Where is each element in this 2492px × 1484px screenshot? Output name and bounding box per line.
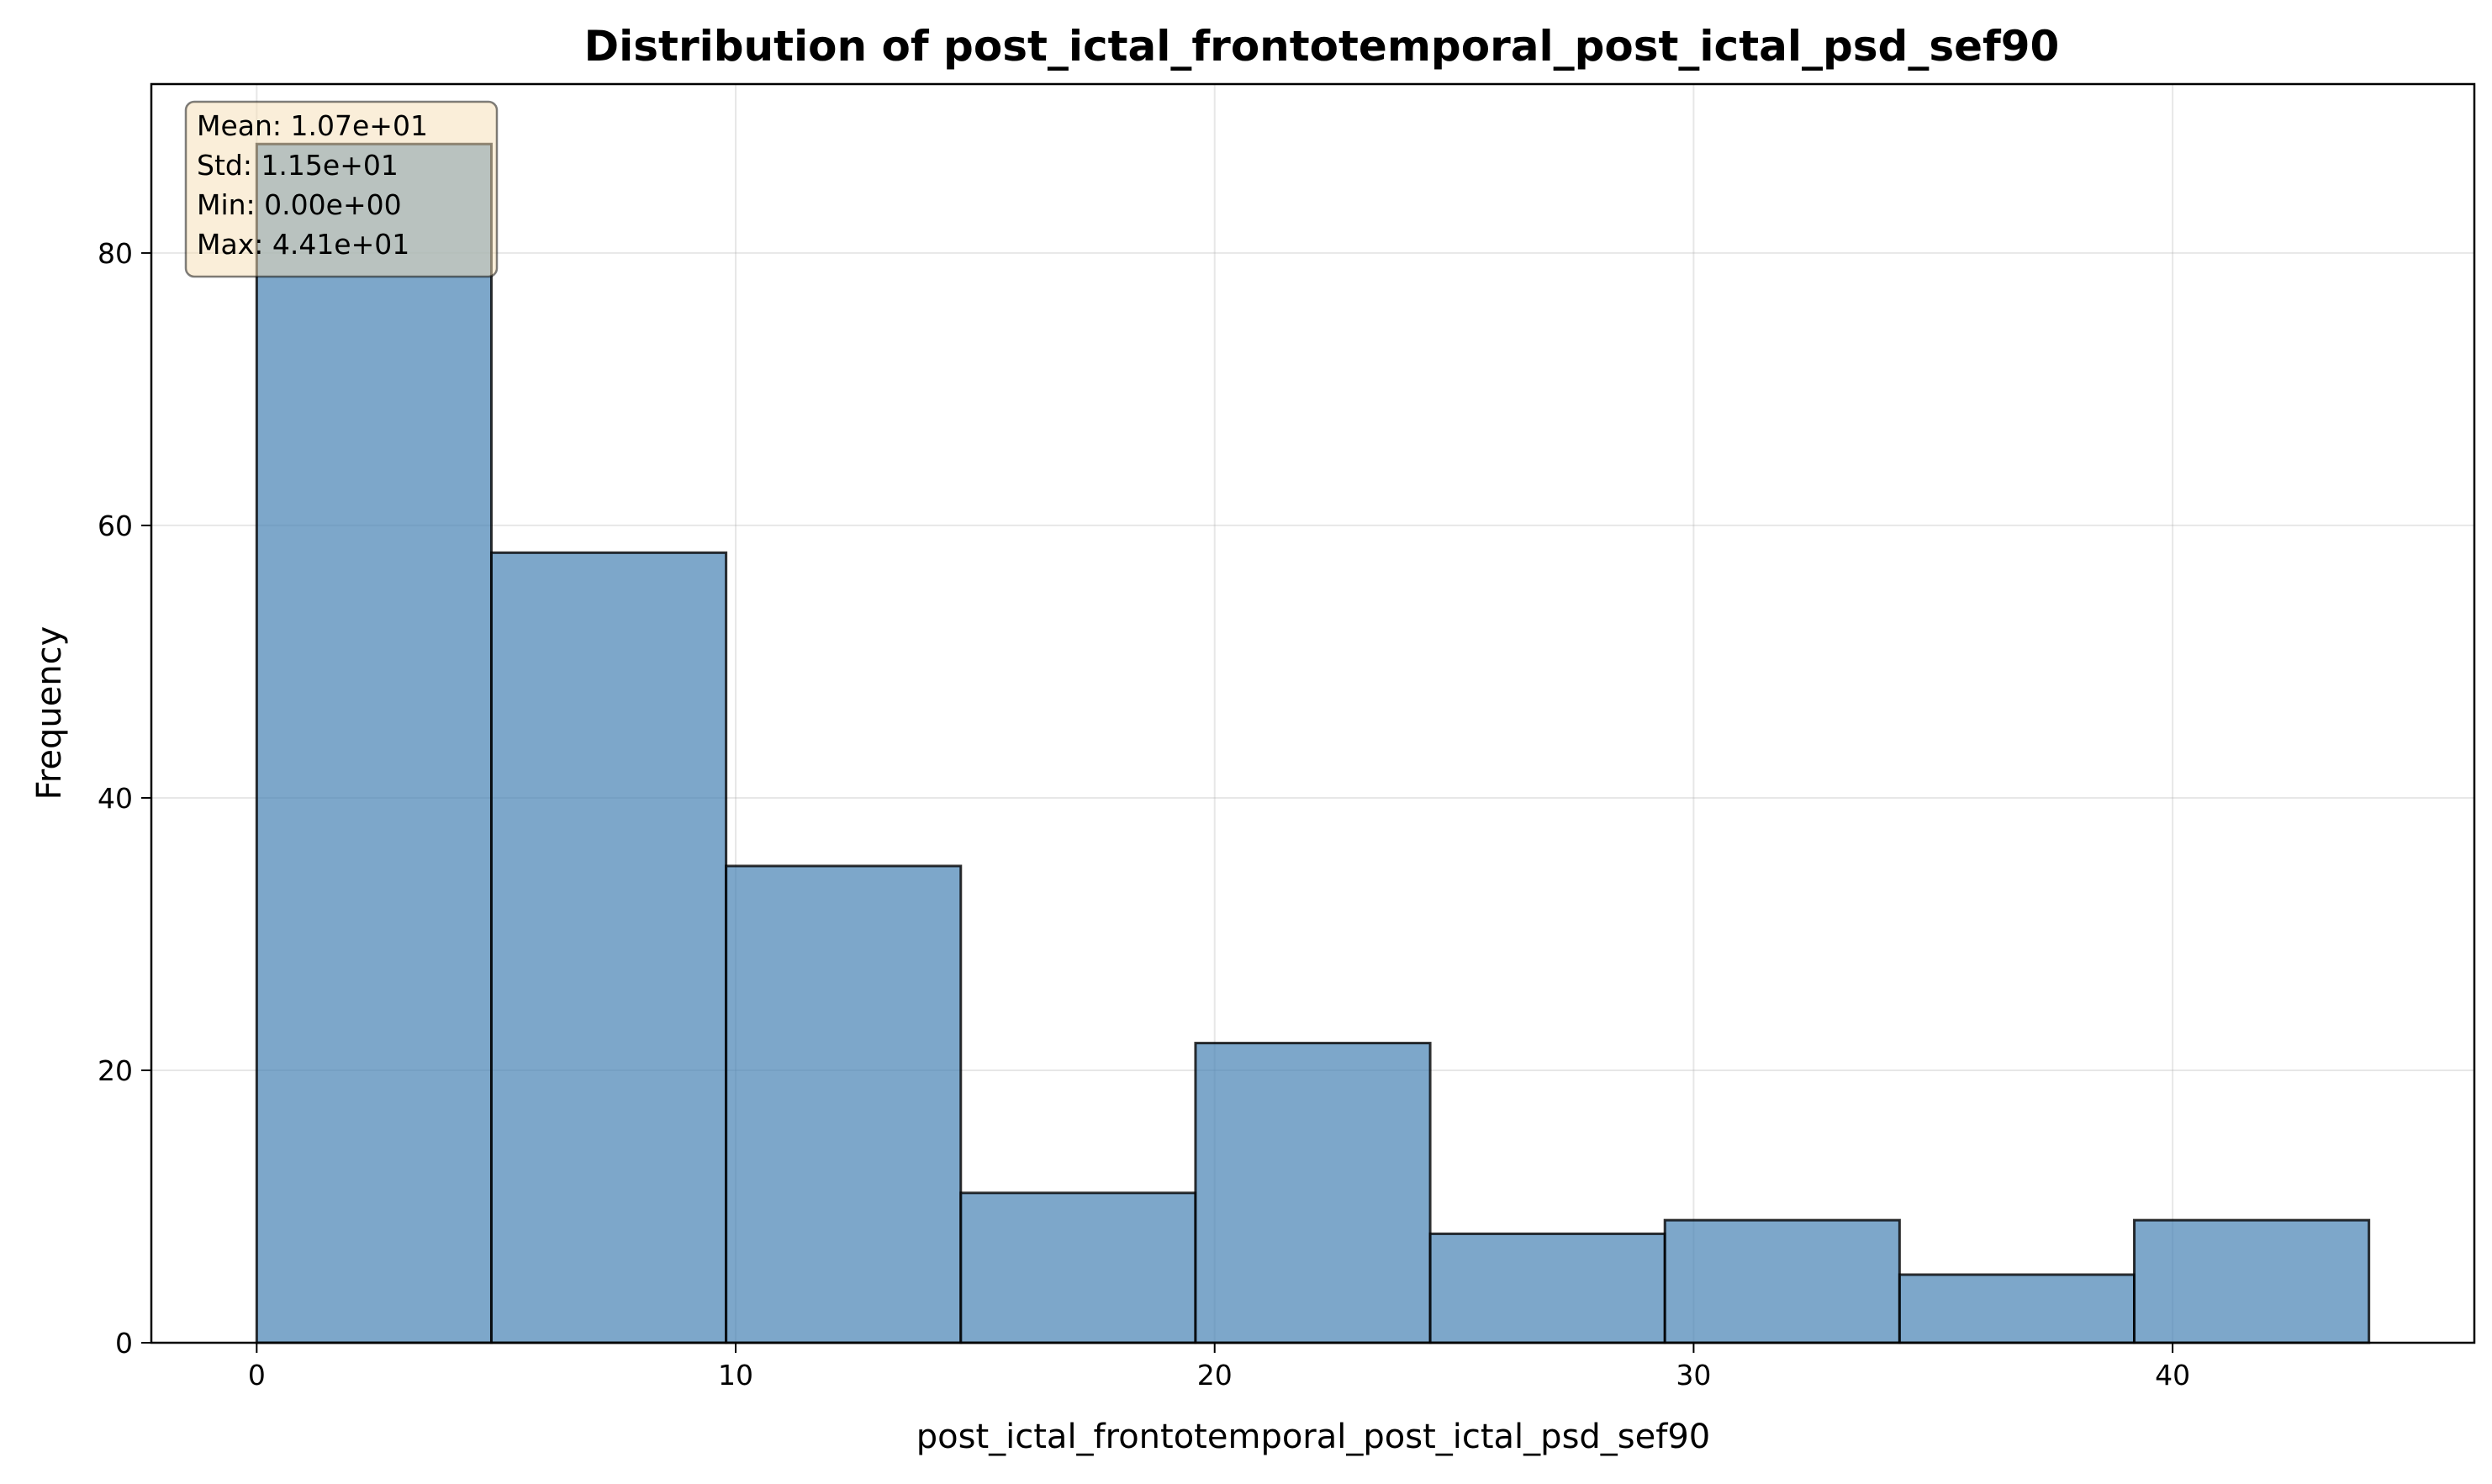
- x-tick-label: 10: [718, 1359, 753, 1392]
- stats-min: Min: 0.00e+00: [197, 188, 402, 221]
- stats-box-background: [184, 100, 499, 278]
- x-tick-label: 20: [1197, 1359, 1233, 1392]
- y-tick-label: 20: [98, 1054, 133, 1087]
- histogram-bar: [1428, 1232, 1666, 1344]
- histogram-bar: [1663, 1218, 1901, 1344]
- histogram-bars: [255, 142, 2371, 1344]
- stats-std: Std: 1.15e+01: [197, 149, 399, 182]
- stats-box: Mean: 1.07e+01 Std: 1.15e+01 Min: 0.00e+…: [184, 100, 499, 278]
- plot-frame: [150, 82, 2476, 1344]
- histogram-bar: [489, 551, 728, 1344]
- x-tick-label: 30: [1676, 1359, 1711, 1392]
- histogram-bar: [255, 142, 493, 1344]
- chart-title: Distribution of post_ictal_frontotempora…: [584, 22, 2060, 71]
- x-axis-label: post_ictal_frontotemporal_post_ictal_psd…: [916, 1418, 1710, 1456]
- histogram-bar: [2133, 1218, 2371, 1344]
- histogram-bar: [1194, 1042, 1432, 1344]
- x-tick-label: 40: [2155, 1359, 2190, 1392]
- y-axis-label: Frequency: [30, 626, 69, 800]
- histogram-bar: [1898, 1273, 2136, 1344]
- stats-mean: Mean: 1.07e+01: [197, 109, 428, 142]
- histogram-bar: [725, 864, 963, 1344]
- histogram-bar: [959, 1191, 1197, 1344]
- stats-max: Max: 4.41e+01: [197, 228, 409, 261]
- y-tick-label: 40: [98, 782, 133, 815]
- y-tick-label: 60: [98, 510, 133, 542]
- x-tick-label: 0: [248, 1359, 266, 1392]
- y-tick-label: 80: [98, 237, 133, 270]
- y-tick-label: 0: [115, 1327, 133, 1360]
- axis-ticks: 0 10 20 30 40 0 20 40 60 80: [98, 237, 2190, 1392]
